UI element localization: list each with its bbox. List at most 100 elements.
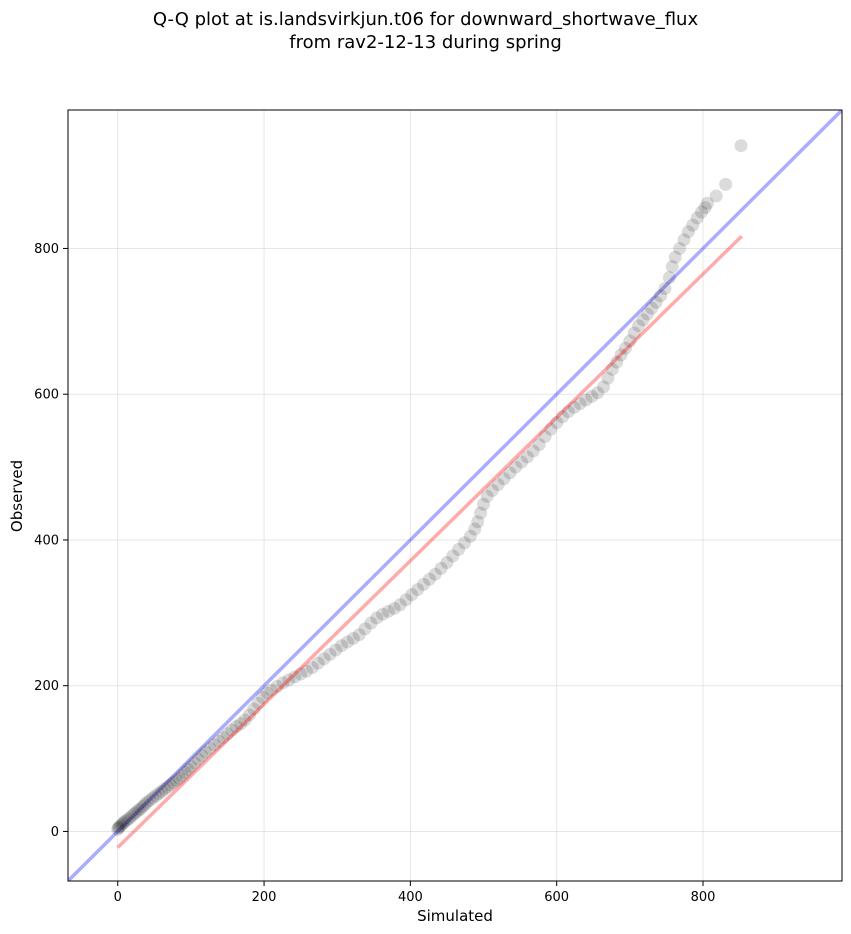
data-point: [623, 334, 637, 348]
y-axis-ticks: 0 200 400 600 800: [34, 242, 68, 840]
data-point: [133, 802, 147, 816]
chart-title-line-2: from rav2-12-13 during spring: [289, 32, 562, 53]
data-point: [329, 643, 343, 657]
data-point: [340, 635, 354, 649]
data-point: [677, 233, 691, 247]
data-point: [305, 660, 319, 674]
data-point: [515, 455, 529, 469]
data-point: [509, 460, 523, 474]
data-point: [636, 313, 650, 327]
plot-area: [68, 110, 842, 881]
data-point: [111, 822, 125, 836]
x-axis-label: Simulated: [417, 907, 493, 925]
data-point: [579, 393, 593, 407]
data-point: [146, 791, 160, 805]
x-axis-ticks: 0 200 400 600 800: [114, 881, 715, 905]
data-point: [143, 793, 157, 807]
data-point: [411, 583, 425, 597]
data-point: [640, 307, 654, 321]
data-points: [111, 139, 748, 836]
data-point: [335, 639, 349, 653]
data-point: [428, 567, 442, 581]
data-point: [242, 708, 256, 722]
data-point: [260, 686, 274, 700]
data-point: [662, 271, 676, 285]
data-point: [585, 389, 599, 403]
data-point: [234, 717, 248, 731]
data-point: [526, 444, 540, 458]
data-point: [256, 690, 270, 704]
data-point: [129, 805, 143, 819]
data-point: [114, 819, 128, 833]
data-point: [158, 782, 172, 796]
data-point: [654, 289, 668, 303]
data-point: [393, 598, 407, 612]
data-point: [561, 405, 575, 419]
data-point: [605, 362, 619, 376]
data-point: [381, 604, 395, 618]
data-point: [120, 813, 134, 827]
data-point: [544, 422, 558, 436]
data-point: [191, 752, 205, 766]
x-tick-label: 0: [114, 890, 122, 905]
data-point: [665, 260, 679, 274]
data-point: [658, 282, 672, 296]
data-point: [136, 800, 150, 814]
data-point: [178, 765, 192, 779]
data-point: [138, 797, 152, 811]
data-point: [463, 529, 477, 543]
data-point: [352, 628, 366, 642]
data-point: [184, 760, 198, 774]
data-point: [614, 348, 628, 362]
data-point: [155, 784, 169, 798]
data-point: [532, 437, 546, 451]
data-point: [567, 400, 581, 414]
data-point: [299, 664, 313, 678]
data-point: [127, 807, 141, 821]
data-point: [212, 734, 226, 748]
data-point: [503, 466, 517, 480]
data-point: [417, 577, 431, 591]
data-point: [422, 572, 436, 586]
data-point: [346, 631, 360, 645]
data-point: [491, 478, 505, 492]
data-point: [477, 497, 491, 511]
data-point: [220, 727, 234, 741]
fit-line: [116, 234, 743, 849]
data-point: [474, 506, 488, 520]
data-point: [323, 647, 337, 661]
data-point: [610, 355, 624, 369]
data-point: [698, 201, 712, 215]
data-point: [497, 472, 511, 486]
y-axis-label: Observed: [8, 460, 26, 532]
data-point: [169, 773, 183, 787]
data-point: [700, 196, 714, 210]
data-point: [125, 809, 139, 823]
y-tick-label: 400: [34, 533, 59, 548]
data-point: [645, 301, 659, 315]
data-point: [471, 515, 485, 529]
data-point: [140, 795, 154, 809]
data-point: [317, 652, 331, 666]
data-point: [673, 241, 687, 255]
data-point: [160, 780, 174, 794]
data-point: [686, 218, 700, 232]
data-point: [556, 410, 570, 424]
data-point: [172, 771, 186, 785]
data-point: [446, 549, 460, 563]
data-point: [376, 607, 390, 621]
data-point: [225, 723, 239, 737]
data-point: [229, 720, 243, 734]
data-point: [695, 205, 709, 219]
data-point: [270, 679, 284, 693]
y-tick-label: 200: [34, 679, 59, 694]
data-point: [468, 522, 482, 536]
data-point: [601, 371, 615, 385]
x-tick-label: 400: [398, 890, 423, 905]
data-point: [434, 561, 448, 575]
data-point: [573, 397, 587, 411]
data-point: [520, 450, 534, 464]
data-point: [131, 803, 145, 817]
data-point: [203, 741, 217, 755]
data-point: [238, 713, 252, 727]
